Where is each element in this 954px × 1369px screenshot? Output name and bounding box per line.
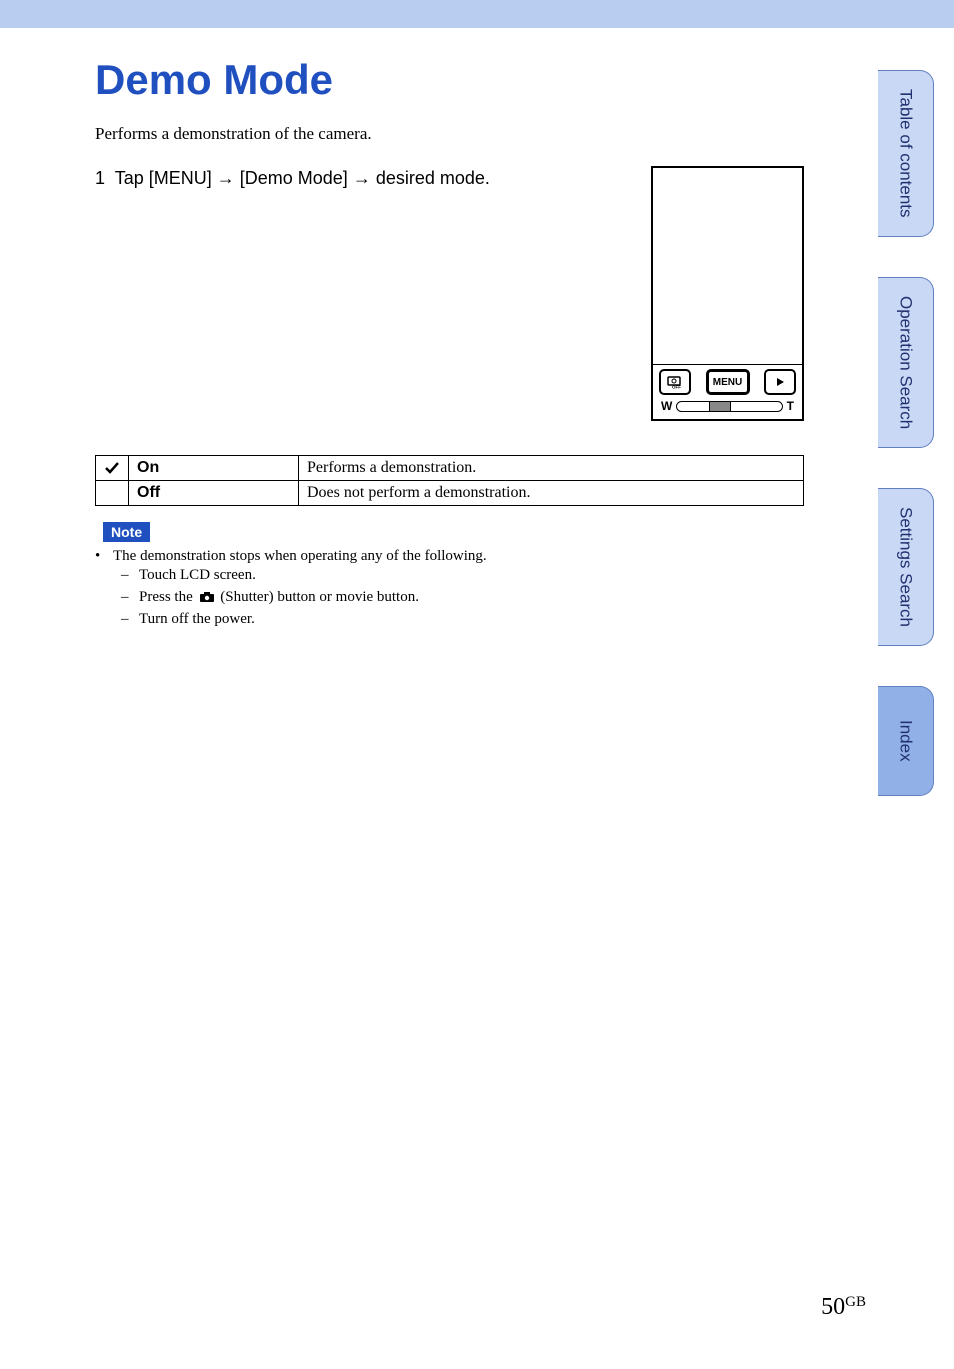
step-number: 1 [95,168,105,188]
tab-index[interactable]: Index [878,686,934,796]
note-sub-text: Turn off the power. [139,609,255,631]
step-suffix: desired mode. [376,168,490,188]
page-number: 50 [821,1294,845,1320]
camera-icon [199,591,215,603]
camera-menu-button: MENU [706,369,750,395]
tab-operation-search[interactable]: Operation Search [878,277,934,448]
option-desc: Does not perform a demonstration. [299,481,804,506]
menu-label: MENU [713,377,742,388]
options-table: OnPerforms a demonstration.OffDoes not p… [95,455,804,506]
note-bullet-row: • The demonstration stops when operating… [95,548,804,565]
step-text: 1 Tap [MENU] → [Demo Mode] → desired mod… [95,166,621,189]
note-bullet-text: The demonstration stops when operating a… [113,548,487,565]
check-icon [104,461,120,475]
tab-table-of-contents[interactable]: Table of contents [878,70,934,237]
table-row: OnPerforms a demonstration. [96,456,804,481]
tab-label: Settings Search [896,489,916,645]
note-sublist: –Touch LCD screen.–Press the (Shutter) b… [95,565,804,630]
page-title: Demo Mode [95,56,804,104]
camera-zoom-bar: W T [653,399,802,419]
option-check-cell [96,481,129,506]
note-sub-row: –Press the (Shutter) button or movie but… [121,587,804,609]
intro-text: Performs a demonstration of the camera. [95,124,804,144]
step-mid: [Demo Mode] [240,168,348,188]
table-row: OffDoes not perform a demonstration. [96,481,804,506]
play-icon [773,376,787,388]
arrow-icon: → [353,168,376,188]
tab-label: Operation Search [896,278,916,447]
step-row: 1 Tap [MENU] → [Demo Mode] → desired mod… [95,166,804,421]
dash-icon: – [121,565,131,587]
zoom-tele-label: T [787,399,794,413]
bullet-icon: • [95,548,105,565]
tab-label: Table of contents [896,71,916,236]
note-block: Note • The demonstration stops when oper… [95,522,804,630]
tab-settings-search[interactable]: Settings Search [878,488,934,646]
zoom-track [676,401,782,412]
step-prefix: Tap [MENU] [115,168,212,188]
camera-lcd-illustration: OFF MENU W T [651,166,804,421]
camera-off-button: OFF [659,369,691,395]
zoom-wide-label: W [661,399,672,413]
camera-off-icon: OFF [666,375,684,389]
camera-button-row: OFF MENU [653,365,802,399]
options-tbody: OnPerforms a demonstration.OffDoes not p… [96,456,804,506]
option-check-cell [96,456,129,481]
camera-lcd-viewport [653,168,802,365]
page-footer: 50GB [821,1294,866,1321]
note-sub-text: Press the (Shutter) button or movie butt… [139,587,419,609]
note-sub-text: Touch LCD screen. [139,565,256,587]
note-sub-row: –Turn off the power. [121,609,804,631]
camera-play-button [764,369,796,395]
note-badge: Note [103,522,150,542]
page-suffix: GB [845,1294,866,1310]
dash-icon: – [121,587,131,609]
note-sub-row: –Touch LCD screen. [121,565,804,587]
svg-text:OFF: OFF [672,385,681,390]
side-tabs: Table of contents Operation Search Setti… [878,70,934,796]
page-content: Demo Mode Performs a demonstration of th… [0,28,954,630]
option-name: On [129,456,299,481]
dash-icon: – [121,609,131,631]
option-desc: Performs a demonstration. [299,456,804,481]
header-strip [0,0,954,28]
note-list: • The demonstration stops when operating… [95,548,804,630]
tab-label: Index [896,702,916,780]
arrow-icon: → [217,168,240,188]
option-name: Off [129,481,299,506]
